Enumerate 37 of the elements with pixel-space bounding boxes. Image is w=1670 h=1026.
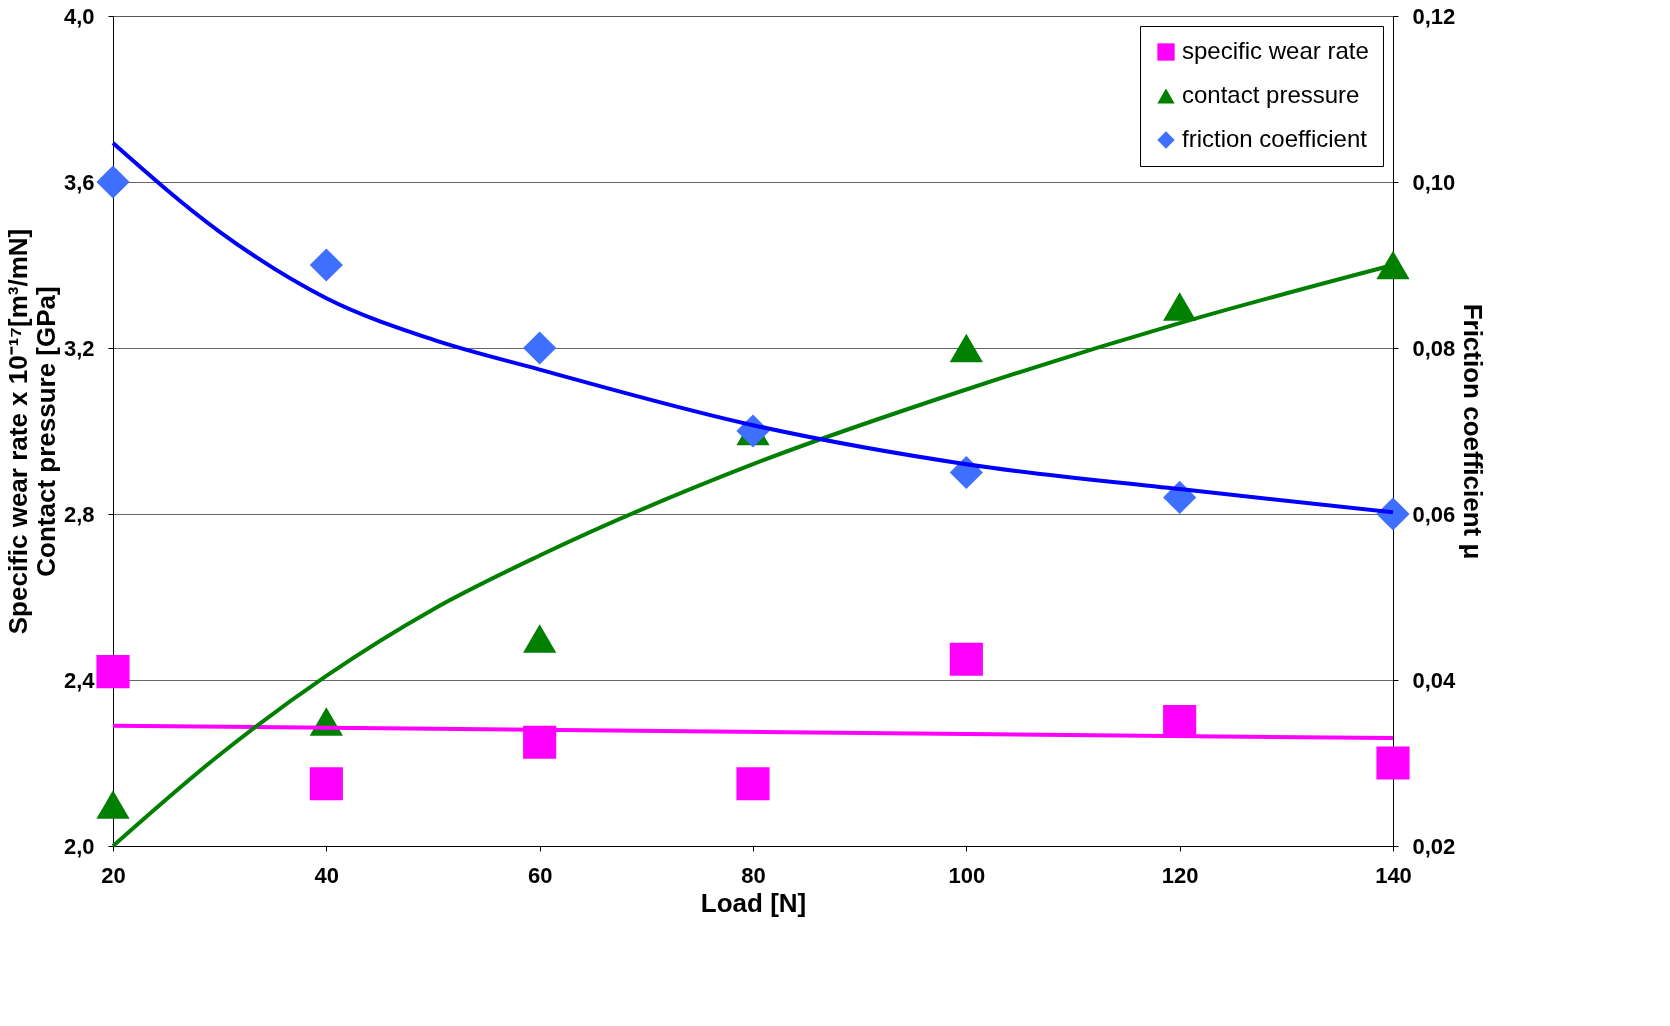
x-tick-label: 80 [741, 862, 766, 888]
point [96, 790, 130, 819]
y-tick-label: 2,8 [63, 501, 95, 527]
y2-tick-label: 0,06 [1412, 501, 1456, 527]
y2-tick-label: 0,02 [1412, 833, 1456, 859]
x-tick-label: 100 [948, 862, 986, 888]
x-tick-label: 40 [314, 862, 340, 888]
point [523, 331, 557, 365]
x-tick-label: 120 [1161, 862, 1199, 888]
y-tick-label: 2,4 [63, 667, 96, 693]
x-tick-label: 60 [527, 862, 553, 888]
point [736, 767, 770, 801]
y-axis-title: Specific wear rate x 10⁻¹⁷[m³/mN] Contact pressure [GPa] [2, 228, 61, 635]
x-axis-title: Load [N] [700, 887, 807, 918]
point [949, 642, 983, 676]
legend-label: specific wear rate [1182, 37, 1369, 64]
y2-tick-label: 0,08 [1412, 335, 1456, 361]
x-tick-label: 140 [1375, 862, 1412, 888]
point [309, 767, 343, 801]
point [1376, 746, 1410, 780]
y-tick-label: 4,0 [63, 3, 95, 29]
point [949, 333, 983, 363]
point [96, 655, 130, 689]
point [309, 248, 343, 282]
legend-label: friction coefficient [1182, 125, 1368, 152]
y2-axis-title: Friction coefficient μ [1458, 303, 1489, 560]
y2-tick-label: 0,12 [1412, 3, 1456, 29]
y-tick-label: 3,6 [63, 169, 95, 195]
point [523, 624, 557, 653]
x-tick-label: 20 [101, 862, 126, 888]
y2-tick-label: 0,10 [1412, 169, 1456, 195]
point [1163, 292, 1197, 321]
legend-label: contact pressure [1182, 81, 1360, 108]
y-tick-label: 3,2 [63, 335, 95, 361]
point [96, 165, 130, 199]
y2-tick-label: 0,04 [1412, 667, 1457, 693]
y-tick-label: 2,0 [63, 833, 95, 859]
